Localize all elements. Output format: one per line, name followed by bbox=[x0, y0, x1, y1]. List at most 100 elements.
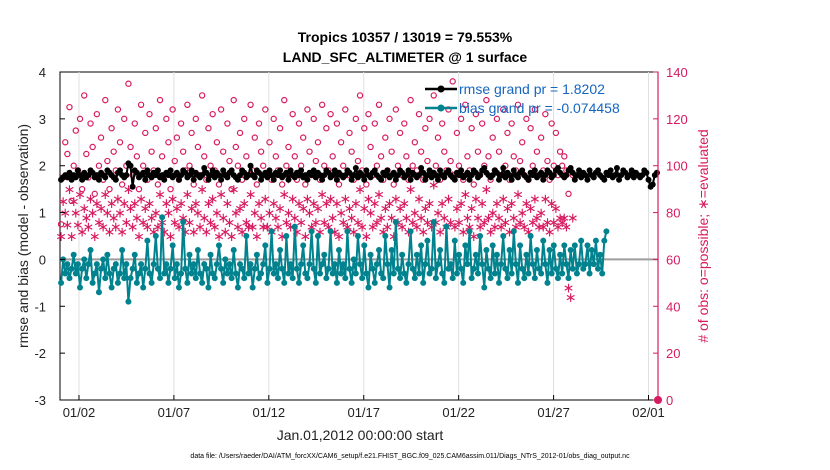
bias-point bbox=[159, 214, 166, 221]
bias-point bbox=[222, 256, 229, 263]
bias-point bbox=[470, 265, 477, 272]
obs-possible-point bbox=[533, 148, 541, 155]
obs-evaluated-point: ∗ bbox=[426, 220, 438, 236]
bias-point bbox=[384, 261, 391, 268]
obs-evaluated-point: ∗ bbox=[367, 220, 379, 236]
y-tick-label-left: 1 bbox=[39, 206, 46, 221]
obs-evaluated-point: ∗ bbox=[262, 220, 274, 236]
bias-point bbox=[411, 275, 418, 282]
obs-evaluated-point: ∗ bbox=[377, 224, 389, 240]
obs-possible-point bbox=[548, 120, 555, 127]
obs-evaluated-point: ∗ bbox=[491, 196, 503, 212]
obs-possible-point bbox=[432, 162, 440, 169]
rmse-point bbox=[333, 176, 340, 183]
bias-point bbox=[597, 251, 604, 258]
obs-evaluated-point: ∗ bbox=[62, 217, 74, 233]
obs-evaluated-point: ∗ bbox=[533, 220, 545, 236]
obs-evaluated-point: ∗ bbox=[331, 196, 343, 212]
obs-possible-point bbox=[83, 150, 90, 158]
bias-point bbox=[477, 233, 484, 239]
obs-evaluated-point: ∗ bbox=[371, 215, 383, 231]
bias-point bbox=[359, 275, 366, 282]
bias-point bbox=[557, 251, 564, 258]
obs-evaluated-point: ∗ bbox=[213, 229, 225, 245]
bias-point bbox=[354, 233, 361, 239]
y-tick-label-left: -2 bbox=[34, 346, 46, 361]
obs-possible-point bbox=[327, 110, 334, 118]
axes: 01/02 01/07 01/12 01/17 01/22 01/27 02/0143210… bbox=[34, 65, 687, 420]
bias-point bbox=[169, 242, 176, 249]
obs-possible-point bbox=[156, 96, 164, 104]
obs-possible-point bbox=[177, 120, 185, 127]
obs-evaluated-point: ∗ bbox=[68, 194, 80, 210]
rmse-point bbox=[287, 167, 294, 174]
obs-possible-point bbox=[318, 101, 326, 109]
obs-evaluated-point: ∗ bbox=[224, 215, 236, 231]
obs-evaluated-point: ∗ bbox=[485, 224, 497, 240]
y-tick-label-right: 100 bbox=[666, 159, 688, 174]
rmse-point bbox=[563, 172, 570, 179]
rmse-point bbox=[247, 162, 254, 169]
bias-point bbox=[220, 279, 227, 286]
obs-evaluated-point: ∗ bbox=[556, 215, 568, 231]
obs-possible-point bbox=[158, 153, 166, 160]
obs-possible-point bbox=[382, 134, 389, 141]
obs-evaluated-point: ∗ bbox=[192, 206, 204, 222]
bias-point bbox=[546, 247, 553, 254]
obs-evaluated-point: ∗ bbox=[337, 215, 349, 231]
bias-point bbox=[121, 275, 128, 282]
rmse-point bbox=[481, 165, 488, 172]
obs-evaluated-point: ∗ bbox=[93, 215, 105, 231]
bias-point bbox=[154, 265, 161, 272]
obs-possible-point bbox=[371, 120, 378, 127]
obs-evaluated-point: ∗ bbox=[99, 187, 111, 203]
obs-possible-point bbox=[407, 96, 414, 104]
bias-point bbox=[592, 237, 599, 244]
obs-evaluated-point: ∗ bbox=[483, 210, 495, 226]
bias-point bbox=[533, 247, 540, 254]
obs-evaluated-point: ∗ bbox=[508, 210, 520, 226]
obs-evaluated-point: ∗ bbox=[504, 224, 516, 240]
bias-point bbox=[388, 247, 395, 254]
bias-point bbox=[245, 270, 252, 277]
obs-possible-point bbox=[493, 115, 501, 123]
obs-evaluated-point: ∗ bbox=[407, 215, 419, 231]
rmse-point bbox=[220, 167, 227, 174]
bias-point bbox=[72, 270, 79, 277]
rmse-point bbox=[506, 172, 513, 179]
obs-possible-point bbox=[323, 125, 330, 132]
obs-evaluated-point: ∗ bbox=[85, 192, 97, 208]
obs-evaluated-point: ∗ bbox=[291, 224, 303, 240]
bias-point bbox=[180, 218, 187, 225]
obs-evaluated-point: ∗ bbox=[74, 187, 86, 203]
obs-possible-point bbox=[146, 110, 153, 118]
obs-evaluated-point: ∗ bbox=[268, 196, 280, 212]
obs-evaluated-point: ∗ bbox=[230, 206, 242, 222]
obs-possible-point bbox=[179, 148, 187, 155]
obs-possible-point bbox=[500, 106, 507, 113]
bias-point bbox=[392, 218, 399, 225]
bias-point bbox=[441, 279, 448, 286]
bias-point bbox=[167, 265, 174, 272]
obs-evaluated-point: ∗ bbox=[295, 215, 307, 231]
bias-point bbox=[135, 270, 142, 277]
rmse-point bbox=[508, 176, 515, 183]
bias-point bbox=[295, 279, 302, 286]
obs-possible-point bbox=[434, 134, 442, 141]
bias-point bbox=[504, 275, 511, 282]
obs-evaluated-point: ∗ bbox=[87, 206, 99, 222]
obs-possible-point bbox=[152, 125, 160, 132]
obs-possible-point bbox=[102, 96, 109, 104]
bias-point bbox=[540, 237, 547, 244]
obs-possible-point bbox=[266, 139, 273, 146]
bias-point bbox=[498, 261, 505, 268]
rmse-point bbox=[571, 176, 578, 183]
bias-point bbox=[194, 247, 201, 254]
bias-point bbox=[207, 251, 214, 258]
obs-possible-point bbox=[354, 157, 362, 165]
rmse-point bbox=[554, 165, 561, 172]
obs-possible-point bbox=[57, 221, 65, 228]
obs-evaluated-point: ∗ bbox=[80, 210, 92, 226]
obs-evaluated-point: ∗ bbox=[200, 224, 212, 240]
